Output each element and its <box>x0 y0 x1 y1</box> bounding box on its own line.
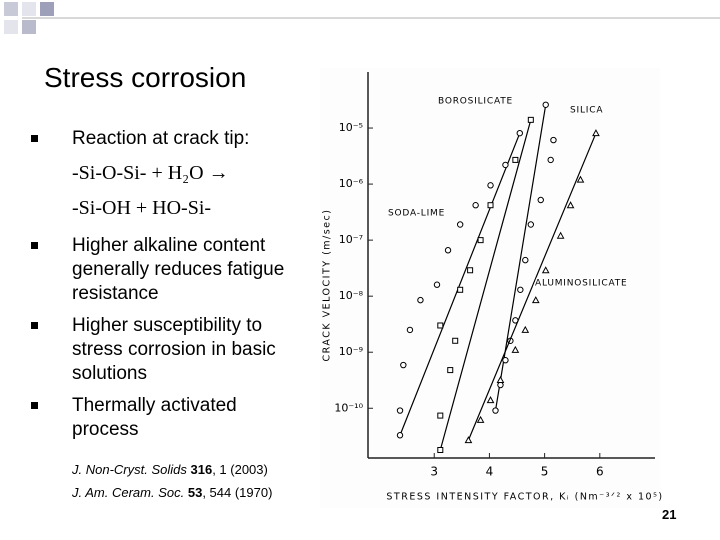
point <box>550 136 557 144</box>
series-label: BOROSILICATE <box>438 97 513 107</box>
series-label: SODA-LIME <box>388 209 445 219</box>
point <box>406 326 414 334</box>
point <box>527 116 534 123</box>
point <box>566 201 575 209</box>
x-tick-label: 6 <box>596 465 604 479</box>
fit-line <box>467 132 597 441</box>
pages: , 1 (2003) <box>212 462 268 477</box>
x-tick-label: 3 <box>430 465 438 479</box>
y-tick-label: 10⁻⁷ <box>339 233 363 246</box>
series: ALUMINOSILICATE <box>464 129 628 444</box>
fit-line <box>439 119 532 451</box>
point <box>486 396 495 404</box>
point <box>396 407 404 414</box>
slide-title: Stress corrosion <box>44 62 247 93</box>
point <box>456 221 464 228</box>
x-axis-label: STRESS INTENSITY FACTOR, Kᵢ (Nm⁻³ᐟ² x 10… <box>386 492 663 503</box>
volume: 316 <box>190 462 213 477</box>
point <box>464 436 473 444</box>
volume: 53 <box>187 485 203 500</box>
y-tick-label: 10⁻⁶ <box>339 177 364 190</box>
point <box>476 415 485 423</box>
journal: J. Non-Cryst. Solids <box>72 462 187 477</box>
bullet: Higher susceptibility to stress corrosio… <box>31 314 297 386</box>
x-tick-label: 5 <box>541 465 549 479</box>
equation-line: -Si-O-Si- + H₂O → <box>72 162 229 184</box>
point <box>502 161 509 169</box>
point <box>444 247 452 254</box>
journal: J. Am. Ceram. Soc. <box>72 485 185 500</box>
point <box>452 337 459 344</box>
series: SILICA <box>492 101 603 414</box>
bullet: Higher alkaline content generally reduce… <box>31 234 297 306</box>
point <box>511 345 520 353</box>
point <box>517 286 524 293</box>
series: BOROSILICATE <box>396 97 523 439</box>
equation-line: -Si-OH + HO-Si- <box>72 197 212 219</box>
point <box>437 322 444 329</box>
y-tick-label: 10⁻¹⁰ <box>334 401 363 414</box>
point <box>592 129 600 137</box>
point <box>396 432 404 439</box>
point <box>487 202 494 209</box>
figure-background <box>320 68 660 508</box>
point <box>457 286 464 293</box>
bullet: Reaction at crack tip: <box>31 127 297 151</box>
point <box>437 447 444 453</box>
point <box>527 221 535 228</box>
pages: , 544 (1970) <box>202 485 273 500</box>
point <box>400 361 407 369</box>
point <box>492 407 499 414</box>
y-tick-label: 10⁻⁸ <box>339 289 364 302</box>
corner-decoration <box>4 2 720 34</box>
point <box>521 325 530 333</box>
point <box>472 202 479 209</box>
point <box>516 129 523 137</box>
point <box>496 375 505 383</box>
fit-line <box>399 132 521 436</box>
page-number: 21 <box>662 507 677 522</box>
point <box>531 296 540 304</box>
y-tick-label: 10⁻⁹ <box>339 345 363 358</box>
x-tick-label: 4 <box>486 465 494 479</box>
point <box>556 231 565 239</box>
point <box>437 412 444 419</box>
point <box>576 175 585 183</box>
series: SODA-LIME <box>388 116 534 453</box>
point <box>477 237 484 244</box>
reference: J. Non-Cryst. Solids 316, 1 (2003) <box>72 462 268 477</box>
point <box>433 281 441 288</box>
point <box>487 182 494 189</box>
point <box>447 367 454 374</box>
point <box>467 267 474 274</box>
fit-line <box>494 104 547 411</box>
point <box>497 381 504 389</box>
point <box>502 357 509 364</box>
y-tick-label: 10⁻⁵ <box>339 121 363 134</box>
y-axis-label: CRACK VELOCITY (m/sec) <box>322 209 333 362</box>
point <box>537 196 544 204</box>
series-label: ALUMINOSILICATE <box>535 279 628 289</box>
point <box>512 156 519 163</box>
reference: J. Am. Ceram. Soc. 53, 544 (1970) <box>72 485 272 500</box>
point <box>547 156 554 164</box>
point <box>541 266 550 274</box>
series-label: SILICA <box>570 106 603 116</box>
bullet: Thermally activated process <box>31 394 272 442</box>
point <box>522 256 529 264</box>
point <box>542 101 549 108</box>
point <box>417 296 424 304</box>
